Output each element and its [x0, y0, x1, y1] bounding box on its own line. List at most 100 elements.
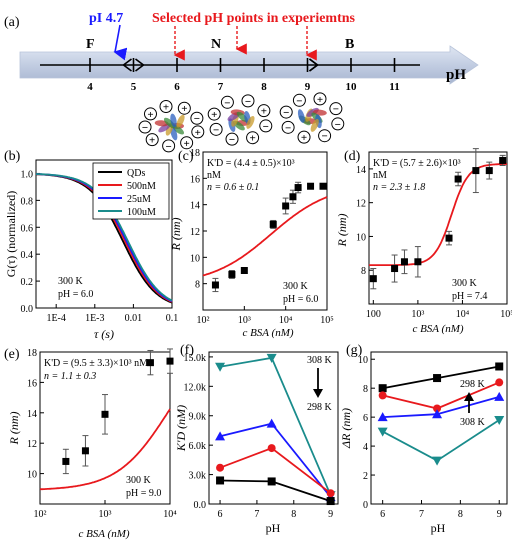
- panel-e-data-point: [146, 359, 154, 367]
- panel-g-ytick-label: 2: [363, 471, 368, 482]
- panel-b-xtick-label: 0.01: [125, 313, 143, 324]
- panel-c-xlabel: c BSA (nM): [242, 327, 293, 339]
- panel-b-xtick-label: 1E-3: [85, 313, 104, 324]
- charge-circle: [297, 130, 311, 144]
- panel-d-frame: [368, 151, 508, 305]
- panel-b-ylabel: G(τ) (normalized): [4, 191, 18, 277]
- pi-arrow: [113, 24, 128, 61]
- panel-g-temp-top: 298 K: [460, 379, 486, 390]
- panel-d-ytick-label: 14: [356, 165, 366, 176]
- panel-d-plot: [368, 148, 507, 290]
- panel-e-n: n = 1.1 ± 0.3: [44, 371, 96, 382]
- panel-c-axes: 8 10 12 14 16 18 10² 10³ 10⁴ 10⁵: [190, 148, 334, 326]
- charge-sign: −: [333, 104, 339, 116]
- panel-c-label: (c): [178, 149, 194, 164]
- panel-g-marker: [377, 412, 388, 422]
- panel-e-ph: pH = 9.0: [126, 488, 161, 499]
- panel-c-xtick-label: 10²: [197, 315, 210, 326]
- panel-d-ph: pH = 7.4: [452, 291, 487, 302]
- panel-c-data-point: [319, 182, 327, 190]
- panel-e-data-point: [62, 457, 70, 465]
- selected-points-label: Selected pH points in experiemtns: [152, 11, 356, 26]
- panel-e-xtick-label: 10³: [99, 509, 112, 520]
- panel-e-ytick-label: 12: [27, 439, 37, 450]
- panel-e-temp: 300 K: [126, 475, 152, 486]
- panel-c-data-point: [211, 281, 219, 289]
- panel-b-legend-label: 25uM: [127, 194, 151, 205]
- charge-circle: [259, 119, 273, 133]
- panel-g-plot: [377, 362, 505, 466]
- charge-sign: +: [301, 132, 307, 144]
- panel-c: (c) 8 10 12 14 16 18 10² 10³ 10⁴ 10⁵ K'D = (4.4 ±…: [169, 148, 334, 339]
- charge-circle: [159, 99, 173, 113]
- charge-circle: [180, 136, 194, 150]
- panel-c-plot: [202, 181, 328, 293]
- charge-sign: +: [149, 135, 155, 147]
- protein-helix: [297, 109, 305, 123]
- panel-c-data-point: [294, 184, 302, 192]
- panel-b-ytick-label: 0.6: [21, 223, 34, 234]
- panel-d-kd-unit: nM: [373, 170, 387, 181]
- panel-f-series-line: [219, 422, 332, 498]
- charge-circle: [313, 92, 327, 106]
- charge-sign: +: [147, 109, 153, 121]
- panel-c-xtick-label: 10³: [238, 315, 251, 326]
- panel-c-ytick-label: 10: [190, 253, 200, 264]
- panel-c-ytick-label: 8: [195, 280, 200, 291]
- panel-b-ytick-label: 1.0: [21, 169, 34, 180]
- panel-g-ytick-label: 6: [363, 413, 368, 424]
- panel-f-ytick-label: 12.0k: [184, 382, 207, 393]
- panel-b-axes: 0.0 0.2 0.4 0.6 0.8 1.0 1E-4 1E-3 0.01 0.1: [21, 169, 179, 324]
- panel-f-temp-arrowhead: [313, 389, 323, 398]
- panel-d-data-point: [454, 175, 462, 183]
- panel-g-label: (g): [346, 343, 363, 358]
- charge-sign: −: [321, 131, 327, 143]
- panel-e-data-point: [101, 410, 109, 418]
- panel-g-marker: [433, 404, 442, 413]
- charge-sign: −: [335, 119, 341, 131]
- charge-circle: [241, 94, 255, 108]
- panel-f-ylabel: K'D (nM): [174, 405, 188, 452]
- charge-circle: [220, 95, 234, 109]
- panel-e-axes: 10 12 14 16 18 10² 10³ 10⁴: [27, 348, 177, 520]
- charge-sign: −: [194, 113, 200, 125]
- panel-d-xtick-label: 10⁴: [456, 309, 470, 320]
- panel-g-xlabel: pH: [431, 521, 446, 535]
- panel-g-marker: [432, 409, 443, 419]
- panel-e-kd: K'D = (9.5 ± 3.3)×10³ nM: [44, 358, 148, 369]
- panel-f-xtick-label: 9: [328, 509, 333, 520]
- panel-f-ytick-label: 3.0k: [189, 471, 207, 482]
- panel-e: (e) 10 12 14 16 18 10² 10³ 10⁴ K'D = (9.5 ± 3.3…: [4, 347, 177, 540]
- panel-d: (d) 8 10 12 14 100 10³ 10⁴ 10⁵ K'D = (5.7 ± 2.6…: [335, 148, 512, 335]
- ph-tick-label: 8: [261, 81, 267, 93]
- panel-d-kd: K'D = (5.7 ± 2.6)×10³: [373, 158, 461, 169]
- charge-sign: +: [163, 101, 169, 113]
- charge-circle: [190, 111, 204, 125]
- panel-c-data-point: [228, 270, 236, 278]
- panel-b-xlabel: τ (s): [94, 327, 114, 341]
- panel-f-marker: [326, 497, 335, 506]
- panel-c-ytick-label: 12: [190, 227, 200, 238]
- panel-c-ytick-label: 18: [190, 148, 200, 159]
- range-arrowhead: [135, 58, 144, 72]
- panel-d-data-point: [472, 167, 480, 175]
- panel-b-xtick-label: 0.1: [166, 313, 179, 324]
- ph-tick-label: 10: [346, 81, 358, 93]
- protein-helix: [176, 114, 185, 128]
- panel-g-ytick-label: 0: [363, 500, 368, 511]
- panel-e-fit-curve: [39, 408, 171, 491]
- panel-e-ytick-label: 16: [27, 378, 37, 389]
- charge-sign: −: [263, 121, 269, 133]
- panel-c-data-point: [269, 220, 277, 228]
- charge-sign: +: [211, 109, 217, 121]
- panel-f-marker: [266, 353, 277, 363]
- panel-b-frame: [35, 159, 173, 309]
- panel-c-ph: pH = 6.0: [283, 294, 318, 305]
- panel-b-legend-label: 100uM: [127, 207, 156, 218]
- panel-d-ylabel: R (nm): [335, 214, 349, 248]
- panel-c-n: n = 0.6 ± 0.1: [207, 182, 259, 193]
- charge-circle: [138, 120, 152, 134]
- panel-f-xlabel: pH: [266, 521, 281, 535]
